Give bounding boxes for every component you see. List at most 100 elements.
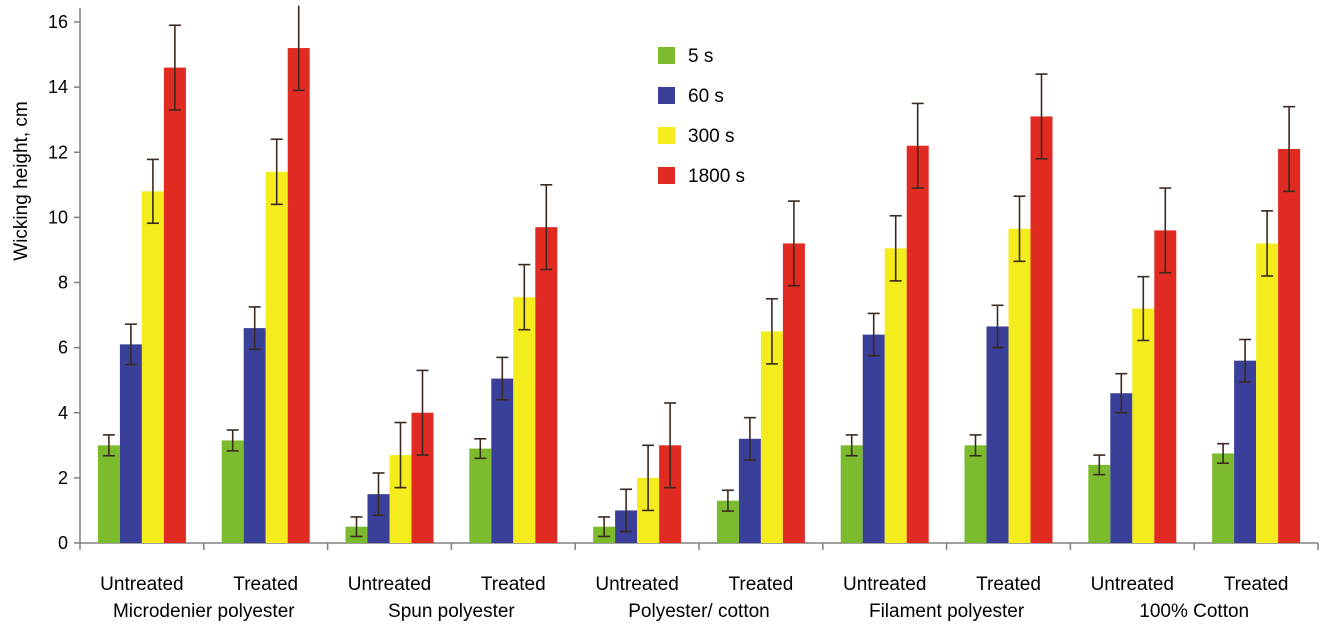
x-category-label: Untreated (348, 574, 431, 595)
x-group-label: Filament polyester (869, 601, 1025, 622)
bar-5s-6 (840, 445, 863, 543)
bar-5s-1 (221, 440, 244, 543)
x-axis: Untreated Treated Untreated Treated Untreate… (79, 542, 1319, 622)
bar-300s-5 (760, 331, 783, 543)
x-category-label: Untreated (843, 574, 926, 595)
error-bar (911, 102, 924, 189)
x-category-label: Untreated (1091, 574, 1174, 595)
legend-swatch (658, 127, 675, 144)
bar-5s-9 (1212, 453, 1235, 543)
bar-60s-1 (243, 328, 266, 543)
y-tick-label: 10 (48, 207, 68, 227)
error-bar (1217, 442, 1230, 465)
error-bar (1093, 454, 1106, 476)
error-bar (474, 437, 487, 460)
x-category-label: Treated (481, 574, 546, 595)
x-category-label: Treated (729, 574, 794, 595)
bar-60s-7 (986, 326, 1009, 543)
error-bar (168, 24, 181, 111)
error-bar (1035, 73, 1048, 160)
bar-1800s-4 (659, 445, 682, 543)
error-bar (248, 306, 261, 351)
bar-60s-9 (1234, 360, 1257, 543)
x-category-label: Treated (233, 574, 298, 595)
legend-swatch (658, 87, 675, 104)
error-bar (292, 5, 305, 92)
legend-label: 5 s (688, 46, 713, 67)
error-bar (642, 444, 655, 512)
y-tick-label: 2 (58, 468, 68, 488)
error-bar (1261, 210, 1274, 277)
bar-300s-9 (1256, 243, 1279, 544)
error-bar (496, 356, 509, 401)
error-bar (1159, 187, 1172, 274)
error-bar (540, 184, 553, 271)
error-bar (867, 312, 880, 357)
bar-300s-7 (1008, 228, 1031, 543)
bar-5s-0 (97, 445, 120, 543)
bar-60s-0 (119, 344, 142, 543)
bar-1800s-8 (1154, 230, 1177, 543)
error-bar (146, 158, 159, 225)
x-group-label: Spun polyester (388, 601, 515, 622)
error-bar (1013, 195, 1026, 263)
x-group-label: Polyester/ cotton (628, 601, 770, 622)
y-tick-label: 4 (58, 403, 68, 423)
x-category-label: Untreated (100, 574, 183, 595)
error-bar (765, 297, 778, 365)
bar-300s-6 (884, 248, 907, 543)
bar-1800s-3 (535, 227, 558, 544)
bar-60s-8 (1110, 393, 1133, 543)
bars (97, 48, 1301, 544)
x-category-label: Treated (1224, 574, 1289, 595)
legend-swatch (658, 47, 675, 64)
bar-300s-1 (265, 171, 288, 543)
bar-60s-3 (491, 378, 514, 543)
bar-60s-2 (367, 494, 390, 543)
error-bar (969, 434, 982, 457)
y-tick-label: 6 (58, 338, 68, 358)
bar-300s-8 (1132, 308, 1155, 543)
legend-label: 60 s (688, 86, 724, 107)
y-tick-label: 8 (58, 273, 68, 293)
error-bar (394, 421, 407, 489)
bar-1800s-6 (906, 145, 929, 544)
bar-5s-7 (964, 445, 987, 543)
error-bar (102, 434, 115, 457)
bar-60s-6 (862, 334, 885, 543)
legend-swatch (658, 167, 675, 184)
error-bar (518, 263, 531, 331)
error-bar (1115, 372, 1128, 414)
bar-60s-5 (738, 438, 761, 543)
error-bar (372, 472, 385, 517)
y-tick-label: 16 (48, 12, 68, 32)
error-bar (598, 516, 611, 538)
error-bar (270, 138, 283, 206)
error-bars (102, 5, 1296, 538)
bar-1800s-9 (1278, 148, 1301, 543)
bar-300s-0 (141, 191, 164, 543)
bar-1800s-5 (782, 243, 805, 544)
bar-5s-3 (469, 448, 492, 543)
error-bar (664, 402, 677, 489)
y-axis: 0 2 4 6 8 10 12 14 16 (48, 8, 81, 553)
legend-label: 300 s (688, 126, 734, 147)
error-bar (845, 434, 858, 457)
error-bar (620, 488, 633, 533)
error-bar (787, 200, 800, 287)
bar-1800s-2 (411, 412, 434, 543)
error-bar (721, 489, 734, 512)
bar-1800s-7 (1030, 116, 1053, 544)
y-tick-label: 14 (48, 77, 68, 97)
error-bar (743, 416, 756, 461)
y-tick-label: 12 (48, 142, 68, 162)
error-bar (416, 369, 429, 456)
bar-5s-8 (1088, 464, 1111, 543)
bar-1800s-1 (287, 48, 310, 544)
error-bar (226, 429, 239, 452)
legend-label: 1800 s (688, 166, 745, 187)
error-bar (889, 214, 902, 282)
x-group-label: 100% Cotton (1139, 601, 1249, 622)
error-bar (124, 323, 137, 366)
